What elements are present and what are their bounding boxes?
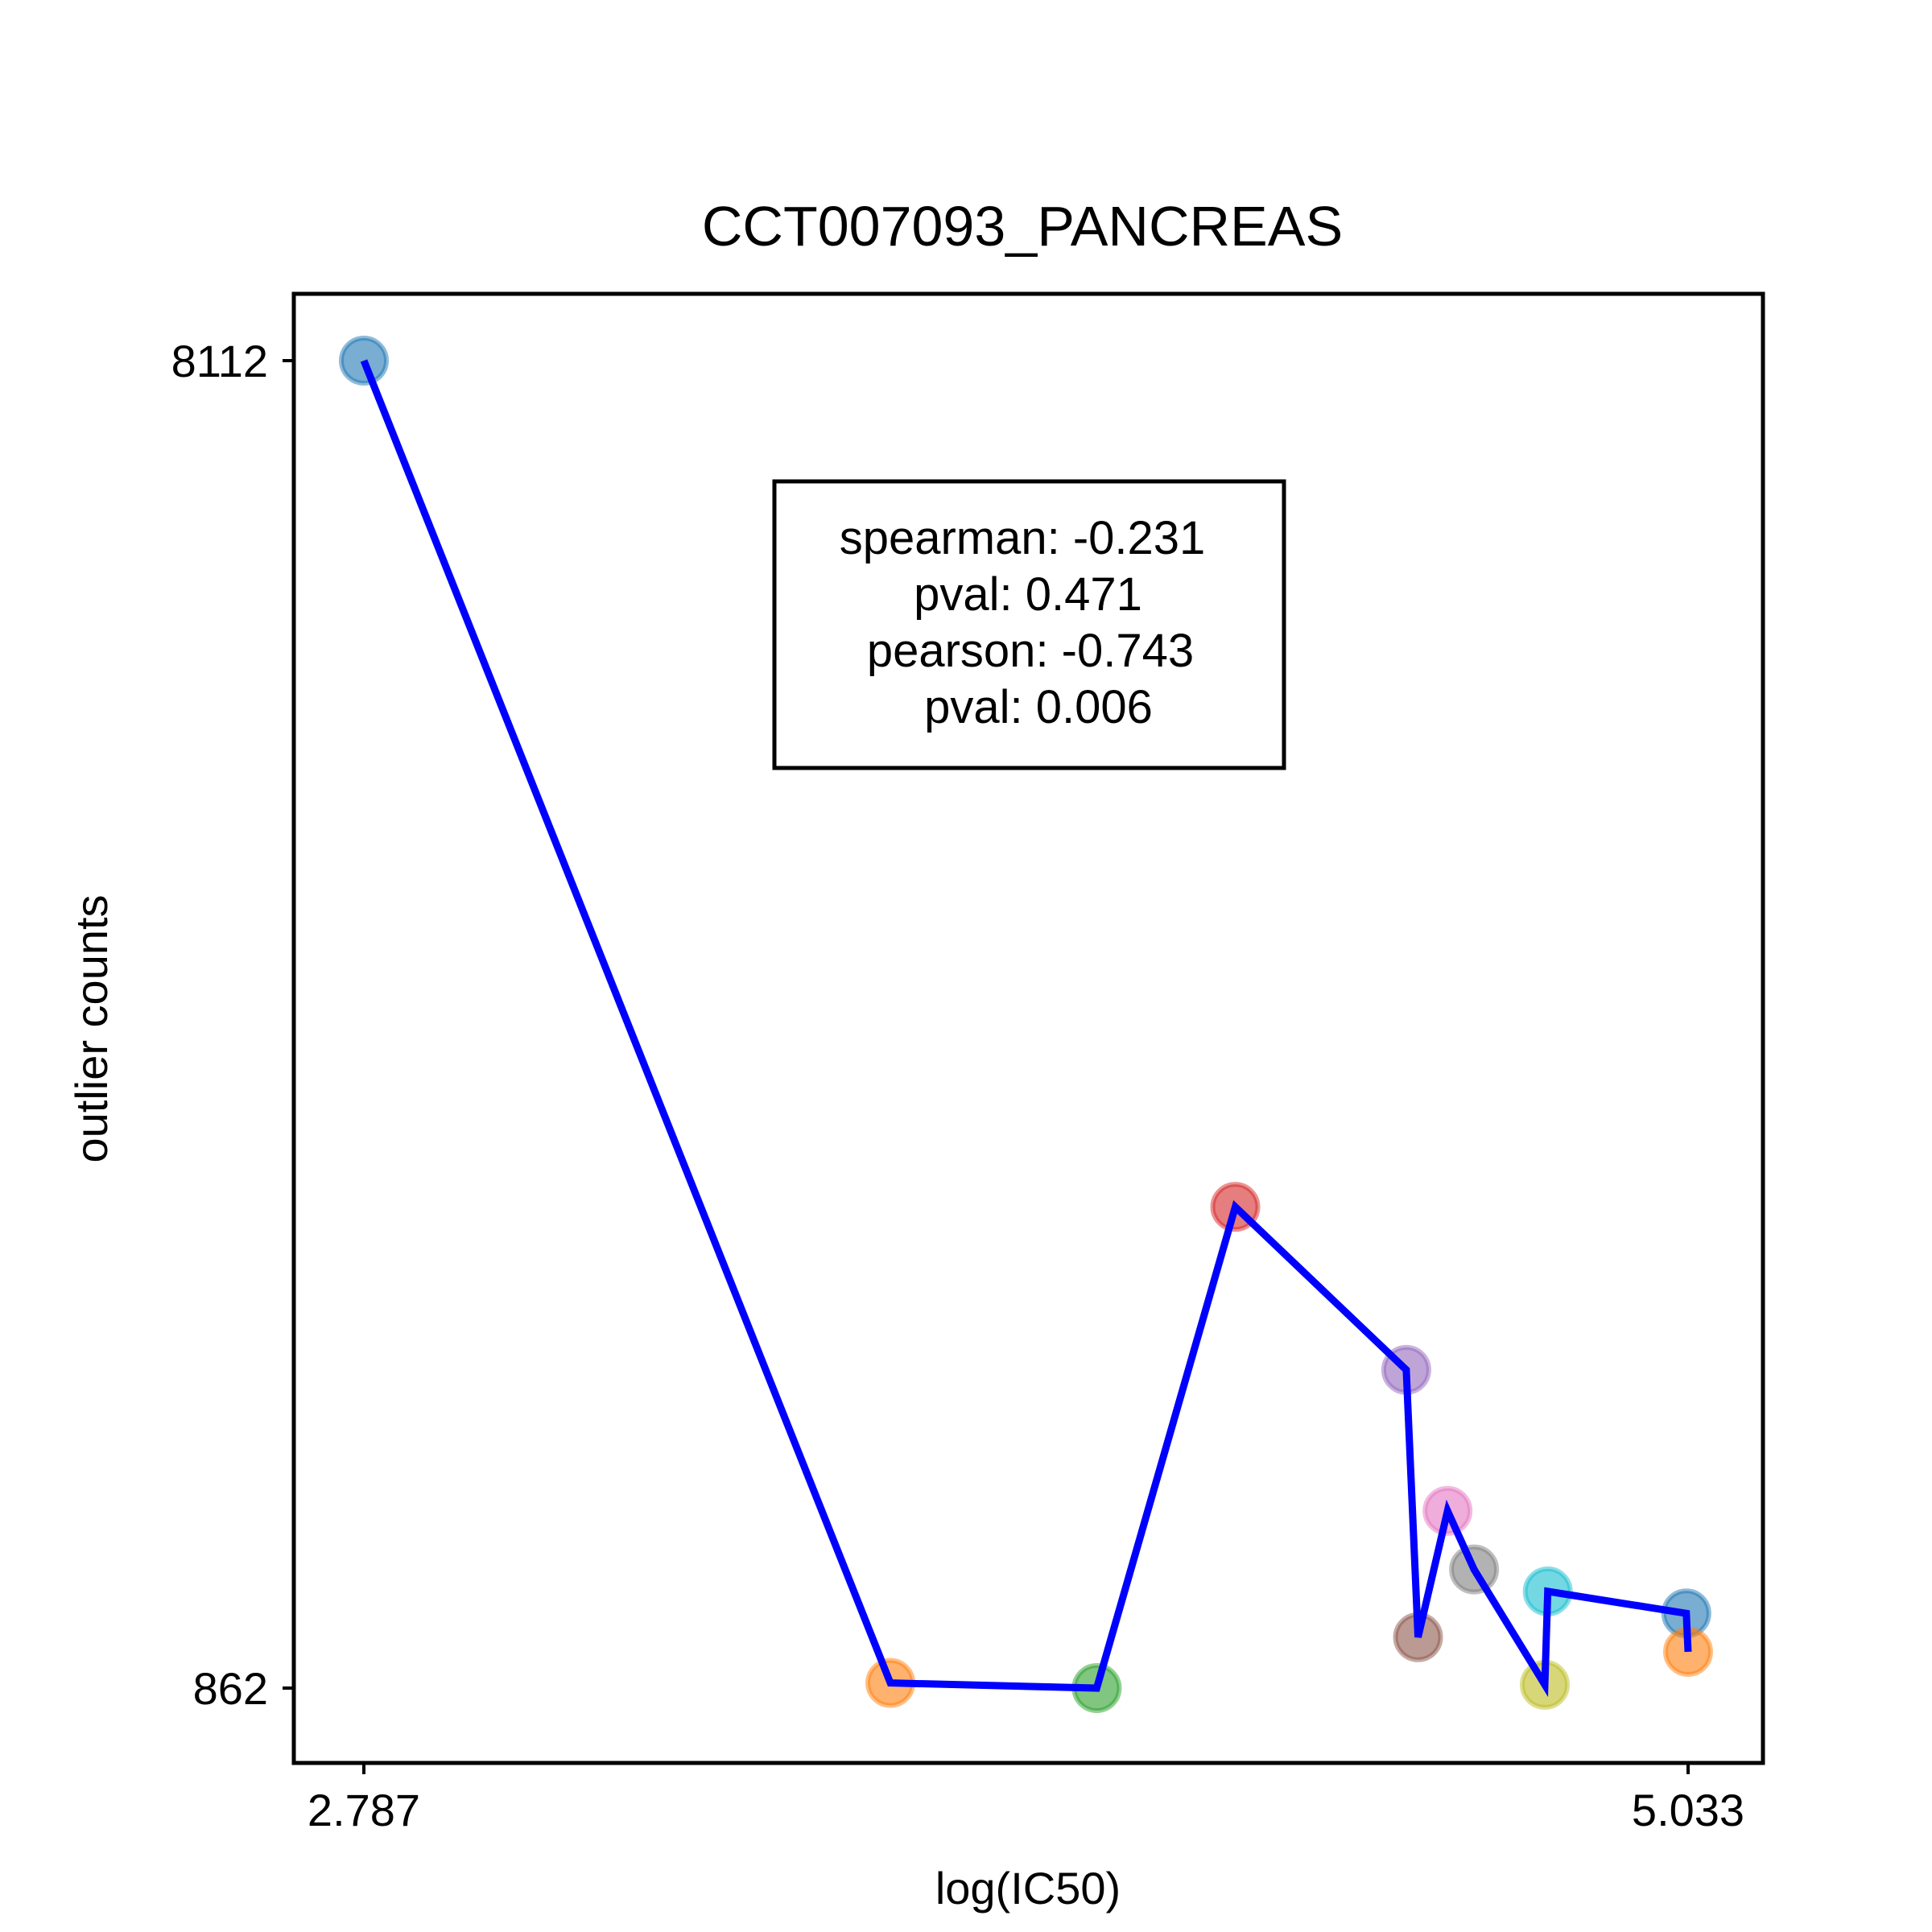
y-tick-label-min: 862 — [193, 1663, 268, 1714]
plot-frame — [291, 291, 1765, 1765]
stats-box: spearman: -0.231 pval: 0.471 pearson: -0… — [772, 479, 1286, 770]
x-axis-label: log(IC50) — [935, 1863, 1121, 1913]
stats-pearson-pval: pval: 0.006 — [924, 681, 1153, 733]
y-axis-label: outlier counts — [66, 894, 117, 1162]
x-tick-label-max: 5.033 — [1632, 1785, 1744, 1835]
stats-spearman-pval: pval: 0.471 — [914, 568, 1142, 621]
plot-area — [339, 336, 1713, 1713]
stats-pearson: pearson: -0.743 — [867, 625, 1194, 677]
chart-title: CCT007093_PANCREAS — [702, 195, 1343, 258]
stats-box-frame — [772, 479, 1286, 770]
y-tick-label-max: 8112 — [171, 336, 268, 386]
x-tick-label-min: 2.787 — [308, 1785, 420, 1835]
stats-spearman: spearman: -0.231 — [840, 512, 1206, 564]
series-line — [360, 359, 1692, 1698]
